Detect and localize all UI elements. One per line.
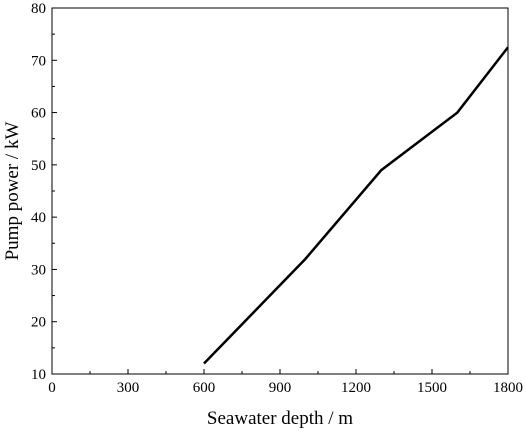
x-tick-label: 600 [193, 380, 216, 396]
y-tick-label: 70 [31, 53, 46, 69]
y-tick-label: 20 [31, 315, 46, 331]
y-axis-title: Pump power / kW [2, 122, 23, 261]
x-tick-label: 1500 [417, 380, 447, 396]
series-layer [203, 46, 509, 365]
y-tick-label: 40 [31, 210, 46, 226]
x-tick-label: 0 [48, 380, 56, 396]
x-tick-label: 1200 [341, 380, 371, 396]
y-tick-label: 10 [31, 367, 46, 383]
x-tick-label: 1800 [493, 380, 523, 396]
y-axis: 10 20 30 40 50 60 70 80 [31, 1, 57, 383]
y-tick-label: 30 [31, 262, 46, 278]
x-axis-title: Seawater depth / m [207, 408, 353, 429]
x-tick-label: 300 [117, 380, 140, 396]
y-tick-label: 80 [31, 1, 46, 17]
x-axis: 0 300 600 900 1200 1500 1800 [48, 369, 523, 396]
x-tick-label: 900 [269, 380, 292, 396]
y-tick-label: 60 [31, 106, 46, 122]
series-line [203, 46, 509, 365]
y-tick-label: 50 [31, 158, 46, 174]
plot-frame [51, 7, 509, 375]
